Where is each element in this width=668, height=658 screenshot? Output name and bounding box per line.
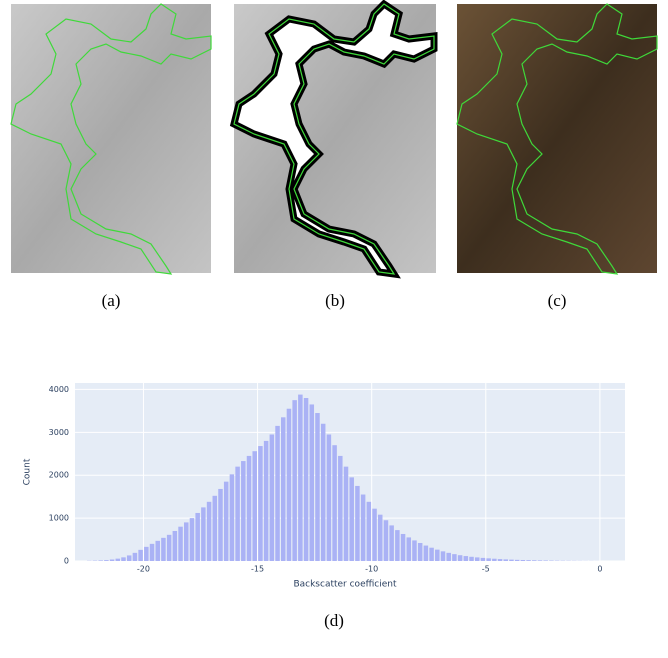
- panel-b-image: [234, 4, 436, 274]
- bar: [190, 518, 195, 561]
- bar: [475, 557, 480, 561]
- caption: (d): [324, 611, 344, 630]
- bar: [492, 559, 497, 561]
- bar: [178, 527, 183, 561]
- bar: [270, 434, 275, 561]
- x-axis-title: Backscatter coefficient: [293, 580, 397, 590]
- bar: [201, 507, 206, 561]
- bar: [481, 558, 486, 561]
- bar: [452, 554, 457, 561]
- bar: [435, 550, 440, 561]
- bar: [327, 434, 332, 561]
- bar: [469, 557, 474, 561]
- bar: [464, 556, 469, 561]
- bar: [532, 560, 537, 561]
- bar: [230, 474, 235, 561]
- bar: [372, 509, 377, 561]
- bar: [349, 477, 354, 561]
- bar: [104, 560, 109, 561]
- bar: [298, 395, 303, 561]
- bar: [207, 502, 212, 561]
- bar: [252, 451, 257, 561]
- bar: [173, 531, 178, 561]
- bar: [133, 553, 138, 561]
- bar: [281, 417, 286, 561]
- bar: [195, 513, 200, 561]
- bar: [446, 553, 451, 561]
- bar: [315, 413, 320, 561]
- bar: [389, 525, 394, 561]
- bar: [258, 446, 263, 561]
- bar: [155, 541, 160, 561]
- bar: [429, 548, 434, 561]
- bar: [127, 555, 132, 561]
- bar: [110, 559, 115, 561]
- bar: [418, 543, 423, 561]
- caption: (c): [548, 291, 567, 310]
- x-tick-label: -15: [251, 565, 264, 574]
- y-axis-title: Count: [23, 458, 33, 485]
- bar: [498, 559, 503, 561]
- bar: [538, 560, 543, 561]
- bar: [224, 482, 229, 561]
- caption: (b): [325, 291, 345, 310]
- bar: [361, 495, 366, 561]
- bar: [458, 555, 463, 561]
- bar: [121, 557, 126, 561]
- bar: [486, 558, 491, 561]
- bar: [184, 522, 189, 561]
- bar: [441, 551, 446, 561]
- figure: (a) (b) (c) (d) Backscatter coefficient …: [0, 0, 668, 658]
- bar: [161, 538, 166, 561]
- bar: [138, 550, 143, 561]
- bar: [526, 560, 531, 561]
- bar: [247, 456, 252, 561]
- bar: [264, 441, 269, 561]
- bar: [407, 537, 412, 561]
- bar: [367, 502, 372, 561]
- bar: [321, 424, 326, 561]
- bar: [310, 404, 315, 561]
- bar: [378, 515, 383, 561]
- bar: [424, 546, 429, 561]
- panel-c-image: [457, 4, 657, 274]
- bar: [509, 560, 514, 561]
- x-tick-label: 0: [597, 565, 602, 574]
- bar: [167, 535, 172, 561]
- bar: [144, 547, 149, 561]
- bar: [332, 445, 337, 561]
- bar: [521, 560, 526, 561]
- bar: [218, 489, 223, 561]
- y-tick-label: 1000: [49, 514, 69, 523]
- bar: [338, 456, 343, 561]
- panel-a-image: [11, 4, 211, 274]
- bar: [344, 467, 349, 561]
- bar: [150, 544, 155, 561]
- bar: [355, 486, 360, 561]
- bar: [292, 400, 297, 561]
- bar: [213, 496, 218, 561]
- x-tick-label: -20: [137, 565, 150, 574]
- bar: [304, 398, 309, 561]
- bar: [504, 559, 509, 561]
- bar: [235, 467, 240, 561]
- bar: [241, 461, 246, 561]
- y-tick-label: 3000: [49, 428, 69, 437]
- bar: [515, 560, 520, 561]
- bar: [287, 409, 292, 561]
- bar: [116, 559, 121, 561]
- x-tick-label: -5: [482, 565, 490, 574]
- y-tick-label: 2000: [49, 471, 69, 480]
- x-tick-label: -10: [365, 565, 378, 574]
- bar: [98, 560, 103, 561]
- bar: [384, 520, 389, 561]
- y-tick-label: 4000: [49, 385, 69, 394]
- y-tick-label: 0: [64, 557, 69, 566]
- bar: [275, 426, 280, 561]
- bar: [395, 530, 400, 561]
- bar: [401, 534, 406, 561]
- bar: [412, 540, 417, 561]
- caption: (a): [102, 291, 121, 310]
